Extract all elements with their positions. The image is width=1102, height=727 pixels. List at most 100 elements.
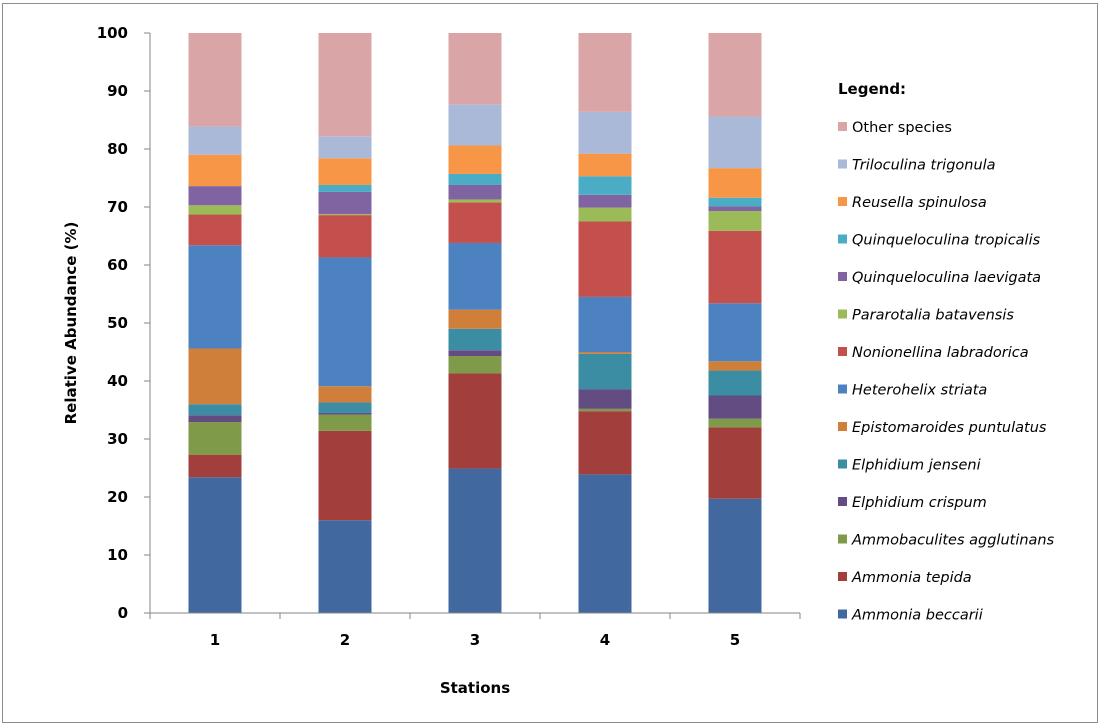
legend-swatch [838, 384, 847, 394]
bar-segment [448, 328, 502, 351]
x-tick-label: 4 [600, 631, 610, 649]
bar-segment [578, 353, 632, 390]
legend-label: Other species [852, 120, 952, 136]
x-tick-label: 5 [730, 631, 740, 649]
bar-segment [708, 197, 762, 207]
bar-segment [318, 215, 372, 258]
bar-segment [708, 395, 762, 419]
bar-segment [578, 389, 632, 409]
y-tick-label: 40 [107, 372, 128, 390]
y-tick-label: 0 [118, 604, 128, 622]
bar-segment [578, 296, 632, 352]
legend-swatch [838, 534, 847, 544]
x-axis-title: Stations [440, 679, 510, 697]
bar-segment [318, 257, 372, 387]
bar-segment [318, 430, 372, 521]
bar-segment [188, 214, 242, 246]
legend-swatch [838, 197, 847, 206]
bar-segment [318, 136, 372, 159]
y-tick-label: 100 [97, 24, 128, 42]
legend-swatch [838, 609, 847, 619]
bar-segment [708, 211, 762, 231]
bar-segment [318, 191, 372, 214]
bar-segment [188, 245, 242, 349]
axes-group: 0 10 20 30 40 50 60 70 80 90 100 1 2 3 4 5 Stations Relat… [62, 24, 801, 697]
bar-segment [188, 126, 242, 155]
bar-segment [708, 370, 762, 396]
y-axis-title: Relative Abundance (%) [62, 222, 80, 425]
bar-segment [188, 348, 242, 405]
bar-segment [188, 404, 242, 416]
bar-segment [708, 116, 762, 169]
bar-segment [448, 145, 502, 174]
bar-segment [578, 207, 632, 222]
x-tick-label: 1 [210, 631, 220, 649]
legend-swatch [838, 459, 847, 469]
bar-segment [318, 520, 372, 613]
legend-label: Heterohelix striata [852, 383, 987, 399]
bar-segment [448, 350, 502, 357]
bar-segment [318, 386, 372, 403]
bar-segment [708, 168, 762, 198]
y-tick-label: 80 [107, 140, 128, 158]
bar-segment [448, 309, 502, 329]
legend-swatch [838, 422, 847, 431]
legend-swatch [838, 347, 847, 356]
legend-label: Ammonia tepida [851, 570, 972, 586]
legend-label: Quinqueloculina tropicalis [852, 233, 1041, 249]
bar-segment [188, 477, 242, 613]
bar-segment [448, 242, 502, 310]
legend-label: Quinqueloculina laevigata [852, 270, 1041, 286]
bar-segment [448, 373, 502, 469]
legend-label: Triloculina trigonula [852, 158, 996, 174]
bar-segment [708, 303, 762, 362]
bar-segment [448, 104, 502, 146]
bar-segment [708, 33, 762, 117]
bar-segment [318, 414, 372, 431]
legend-label: Elphidium jenseni [852, 458, 981, 474]
bar-segment [188, 454, 242, 478]
y-tick-label: 50 [107, 314, 128, 332]
bar-segment [188, 154, 242, 187]
bar-segment [448, 33, 502, 105]
y-tick-label: 20 [107, 488, 128, 506]
bar-segment [578, 221, 632, 297]
bar-segment [318, 158, 372, 185]
legend-swatch [838, 159, 847, 169]
legend-label: Nonionellina labradorica [852, 345, 1029, 361]
bar-segment [188, 33, 242, 127]
y-tick-label: 60 [107, 256, 128, 274]
bar-segment [578, 352, 632, 354]
y-tick-label: 70 [107, 198, 128, 216]
bar-segment [448, 468, 502, 613]
bar-segment [448, 202, 502, 243]
legend-label: Epistomaroides puntulatus [852, 420, 1047, 436]
bar-segment [708, 206, 762, 212]
bar-segment [448, 184, 502, 200]
legend-swatch [838, 122, 847, 131]
bar-segment [578, 176, 632, 195]
bar-segment [708, 418, 762, 428]
bar-segment [708, 427, 762, 499]
bar-segment [188, 422, 242, 455]
bar-segment [578, 194, 632, 208]
bar-segment [708, 230, 762, 304]
legend: Legend: Other species Triloculina trigonul… [838, 80, 1055, 624]
bar-segment [188, 415, 242, 423]
legend-label: Ammonia beccarii [851, 608, 983, 624]
legend-label: Reusella spinulosa [852, 195, 987, 211]
bar-segment [318, 33, 372, 137]
bar-segment [578, 111, 632, 154]
legend-swatch [838, 272, 847, 281]
bar-segment [448, 173, 502, 185]
bar-segment [708, 361, 762, 371]
x-tick-label: 3 [470, 631, 480, 649]
legend-swatch [838, 572, 847, 581]
legend-swatch [838, 309, 847, 319]
bar-segment [578, 153, 632, 177]
legend-label: Pararotalia batavensis [852, 308, 1014, 324]
legend-swatch [838, 497, 847, 506]
bar-segment [188, 186, 242, 206]
bar-segment [188, 205, 242, 215]
